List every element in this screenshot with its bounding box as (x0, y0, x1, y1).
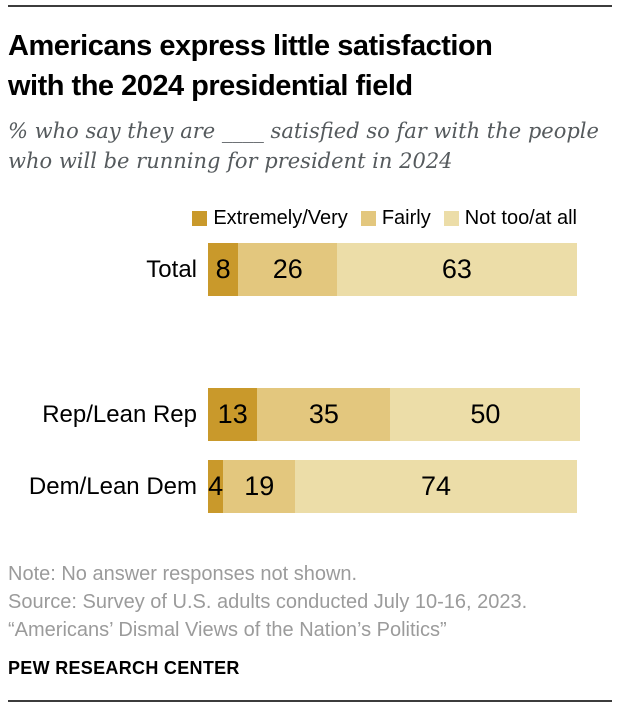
brand-wordmark: PEW RESEARCH CENTER (8, 658, 240, 678)
bottom-divider (8, 700, 612, 702)
bar-value-label: 63 (441, 254, 472, 284)
bar-value-label: 8 (215, 254, 231, 284)
bar-row: Total 8 26 63 (8, 243, 612, 296)
bar-value-label: 26 (272, 254, 303, 284)
legend-label: Fairly (381, 206, 431, 229)
footnotes: Note: No answer responses not shown. Sou… (8, 560, 612, 644)
report-line: “Americans’ Dismal Views of the Nation’s… (8, 619, 447, 641)
bar-row: Dem/Lean Dem 4 19 74 (8, 460, 612, 513)
top-divider (8, 5, 612, 7)
chart-subtitle: % who say they are ____ satisfied so far… (8, 119, 599, 173)
bar-value-label: 50 (470, 399, 501, 429)
bar-rows: Total 8 26 63 Rep/Lean Rep 13 35 50 Dem/Lean Dem… (8, 243, 612, 513)
legend-swatch-icon (360, 210, 376, 226)
legend-item: Extremely/Very (192, 206, 348, 230)
bar-value-label: 13 (217, 399, 248, 429)
bar-row-label: Dem/Lean Dem (28, 472, 197, 500)
legend-item: Not too/at all (443, 206, 577, 230)
bar-segment: 26 (238, 243, 338, 296)
chart-title: Americans express little satisfaction wi… (8, 30, 493, 102)
note-line: Note: No answer responses not shown. (8, 563, 358, 585)
bar-row: Rep/Lean Rep 13 35 50 (8, 388, 612, 441)
bar-row-label: Total (146, 255, 197, 283)
legend-swatch-icon (192, 210, 208, 226)
stacked-bar: 13 35 50 (208, 388, 581, 441)
bar-segment: 35 (257, 388, 391, 441)
legend-label: Not too/at all (464, 206, 577, 229)
bar-segment: 50 (390, 388, 581, 441)
stacked-bar: 4 19 74 (208, 460, 577, 513)
bar-row-label: Rep/Lean Rep (42, 400, 197, 428)
bar-segment: 8 (208, 243, 239, 296)
bar-value-label: 4 (208, 471, 224, 501)
bar-segment: 4 (208, 460, 224, 513)
bar-segment: 63 (337, 243, 577, 296)
legend-item: Fairly (360, 206, 431, 230)
bar-value-label: 74 (420, 471, 451, 501)
legend-label: Extremely/Very (213, 206, 348, 229)
source-line: Source: Survey of U.S. adults conducted … (8, 591, 528, 613)
bar-segment: 74 (295, 460, 577, 513)
legend-swatch-icon (443, 210, 459, 226)
bar-value-label: 35 (308, 399, 339, 429)
bar-segment: 19 (223, 460, 296, 513)
bar-value-label: 19 (244, 471, 275, 501)
bar-segment: 13 (208, 388, 258, 441)
legend: Extremely/Very Fairly Not too/at all (8, 206, 612, 230)
stacked-bar: 8 26 63 (208, 243, 577, 296)
